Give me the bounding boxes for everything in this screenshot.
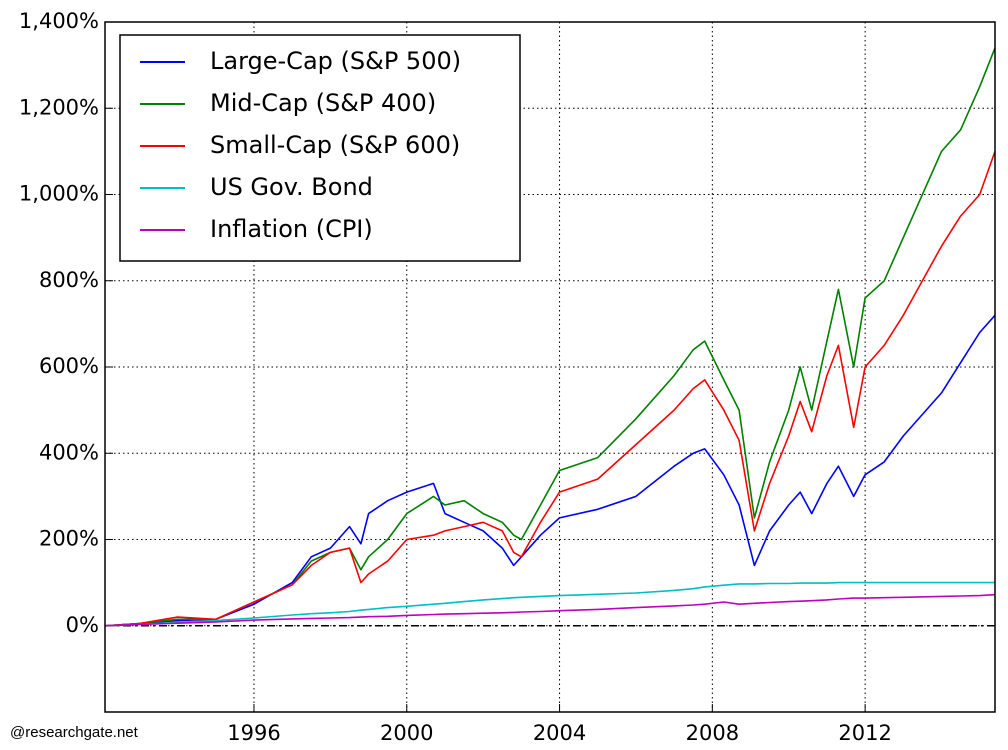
x-tick-label: 2000 [380, 721, 433, 745]
y-tick-label: 1,400% [19, 9, 99, 33]
x-tick-label: 2008 [686, 721, 739, 745]
legend-box [119, 34, 521, 262]
series-line [104, 593, 996, 627]
y-tick-label: 800% [39, 268, 99, 292]
y-tick-label: 1,200% [19, 95, 99, 119]
y-tick-label: 0% [66, 613, 99, 637]
plot-frame [104, 21, 996, 713]
y-tick-label: 600% [39, 354, 99, 378]
x-tick-label: 1996 [227, 721, 280, 745]
watermark: @researchgate.net [10, 724, 139, 741]
legend-label: US Gov. Bond [210, 173, 373, 201]
legend-label: Inflation (CPI) [210, 215, 373, 243]
legend-label: Mid-Cap (S&P 400) [210, 89, 436, 117]
y-tick-label: 400% [39, 440, 99, 464]
series-line [104, 151, 996, 627]
series-line [104, 314, 996, 627]
legend-label: Large-Cap (S&P 500) [210, 47, 461, 75]
legend-label: Small-Cap (S&P 600) [210, 131, 460, 159]
series-line [104, 581, 995, 627]
y-tick-label: 200% [39, 527, 99, 551]
y-tick-label: 1,000% [19, 182, 99, 206]
x-tick-label: 2004 [533, 721, 586, 745]
x-tick-label: 2012 [838, 721, 891, 745]
